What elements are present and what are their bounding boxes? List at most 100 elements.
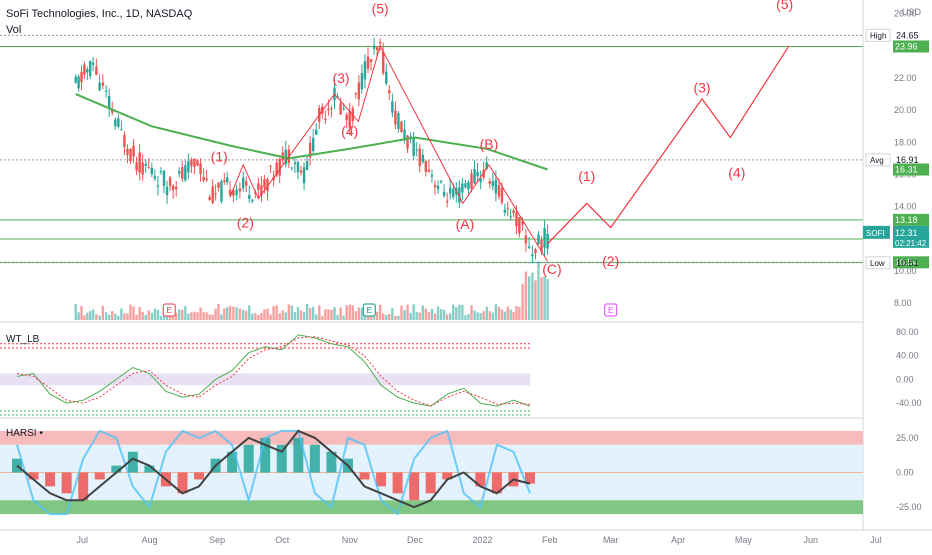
price-tick-label: 10.00	[894, 266, 917, 276]
earnings-marker-label: E	[608, 306, 613, 315]
volume-bar	[488, 311, 491, 320]
candle-body	[77, 76, 80, 89]
candle-body	[378, 41, 382, 44]
volume-bar	[86, 312, 89, 320]
volume-bar	[150, 312, 154, 320]
price-tick-label: 18.00	[894, 137, 917, 147]
candle-body	[327, 108, 330, 110]
candle-body	[299, 170, 303, 173]
candle-body	[518, 217, 521, 234]
harsi-bar	[194, 472, 205, 480]
volume-bar	[129, 304, 132, 320]
countdown-label: 02:21:42	[895, 239, 927, 248]
candle-body	[497, 185, 501, 197]
candle-body	[74, 76, 77, 83]
candle-body	[80, 71, 83, 83]
candle-body	[382, 51, 385, 74]
candle-body	[385, 71, 388, 84]
wt-indicator-label[interactable]: WT_LB	[6, 334, 40, 345]
volume-bar	[91, 309, 95, 320]
candle-body	[363, 61, 367, 80]
candle-body	[394, 110, 397, 125]
candle-body	[458, 187, 461, 203]
candle-body	[111, 108, 114, 113]
candle-body	[315, 129, 318, 135]
candle-body	[494, 180, 498, 194]
volume-bar	[482, 311, 485, 320]
price-axis[interactable]: 26.0024.0022.0020.0018.0016.0014.0012.00…	[863, 7, 929, 512]
candle-body	[430, 174, 434, 177]
volume-bar	[293, 312, 297, 320]
last-price-label: 12.31	[895, 228, 918, 238]
candle-body	[114, 119, 117, 127]
volume-bar	[217, 304, 220, 320]
volume-bar	[111, 311, 114, 320]
volume-bar	[260, 312, 263, 320]
candle-body	[226, 177, 229, 183]
price-tick-label: 8.00	[894, 298, 912, 308]
harsi-tick-label: -25.00	[896, 502, 922, 512]
volume-bar	[537, 261, 540, 320]
wt-tick-label: 80.00	[896, 327, 919, 337]
wave-label: (5)	[372, 1, 389, 17]
volume-bar	[228, 305, 232, 320]
candle-body	[132, 145, 135, 157]
candle-body	[302, 167, 306, 184]
wave-label: (C)	[542, 261, 561, 277]
time-tick-label: Nov	[342, 535, 359, 545]
candle-body	[138, 152, 141, 173]
candle-body	[269, 165, 272, 167]
candle-body	[470, 173, 473, 189]
candle-body	[220, 181, 223, 202]
candle-body	[266, 179, 269, 192]
candle-body	[129, 148, 132, 162]
harsi-tick-label: 0.00	[896, 468, 914, 478]
time-axis[interactable]: Jul Aug Sep Oct Nov Dec 2022 Feb Mar Apr May Jun Jul	[76, 535, 881, 545]
volume-label: Vol	[6, 24, 22, 36]
wave-label: (3)	[332, 70, 349, 86]
volume-bar	[232, 306, 235, 320]
candle-body	[400, 121, 403, 133]
candle-body	[452, 188, 455, 197]
harsi-bar	[491, 472, 502, 494]
harsi-indicator-label[interactable]: HARSI •	[6, 428, 43, 439]
volume-bar	[302, 311, 306, 320]
volume-bar	[241, 309, 245, 320]
currency-label: USD	[902, 7, 922, 17]
harsi-bar	[409, 472, 420, 501]
volume-bar	[214, 308, 217, 320]
volume-bar	[296, 307, 300, 320]
harsi-bar	[276, 444, 287, 473]
volume-bar	[342, 315, 345, 320]
level-value: 24.65	[896, 30, 919, 40]
volume-bar	[485, 306, 488, 320]
oversold-band	[0, 500, 863, 515]
volume-bar	[403, 310, 406, 320]
candle-body	[534, 249, 537, 254]
volume-bar	[430, 308, 434, 320]
symbol-label: SOFI	[866, 229, 885, 238]
price-tick-label: 22.00	[894, 73, 917, 83]
chart-panes: (1) (2) (3) (4) (5) (A) (B) (C) (1) (2) (3) (4) (5) E…	[0, 0, 932, 531]
candle-body	[311, 137, 315, 152]
candle-body	[168, 177, 172, 187]
time-tick-label: Oct	[275, 535, 290, 545]
volume-bar	[391, 308, 394, 320]
candle-body	[275, 162, 278, 176]
volume-bar	[436, 306, 440, 320]
candle-body	[485, 162, 488, 169]
harsi-bar	[45, 472, 56, 487]
last-price-box	[893, 225, 929, 248]
candle-body	[354, 93, 358, 95]
ma-price-label: 16.31	[895, 165, 918, 175]
level-tag-box	[865, 153, 891, 167]
candle-body	[296, 161, 300, 173]
volume-bar	[515, 305, 518, 320]
candle-body	[476, 171, 479, 177]
harsi-bar	[78, 472, 89, 501]
candle-body	[342, 108, 345, 110]
harsi-bar	[94, 472, 105, 480]
harsi-tick-label: 25.00	[896, 433, 919, 443]
candle-body	[293, 162, 297, 165]
volume-bar	[415, 311, 418, 320]
